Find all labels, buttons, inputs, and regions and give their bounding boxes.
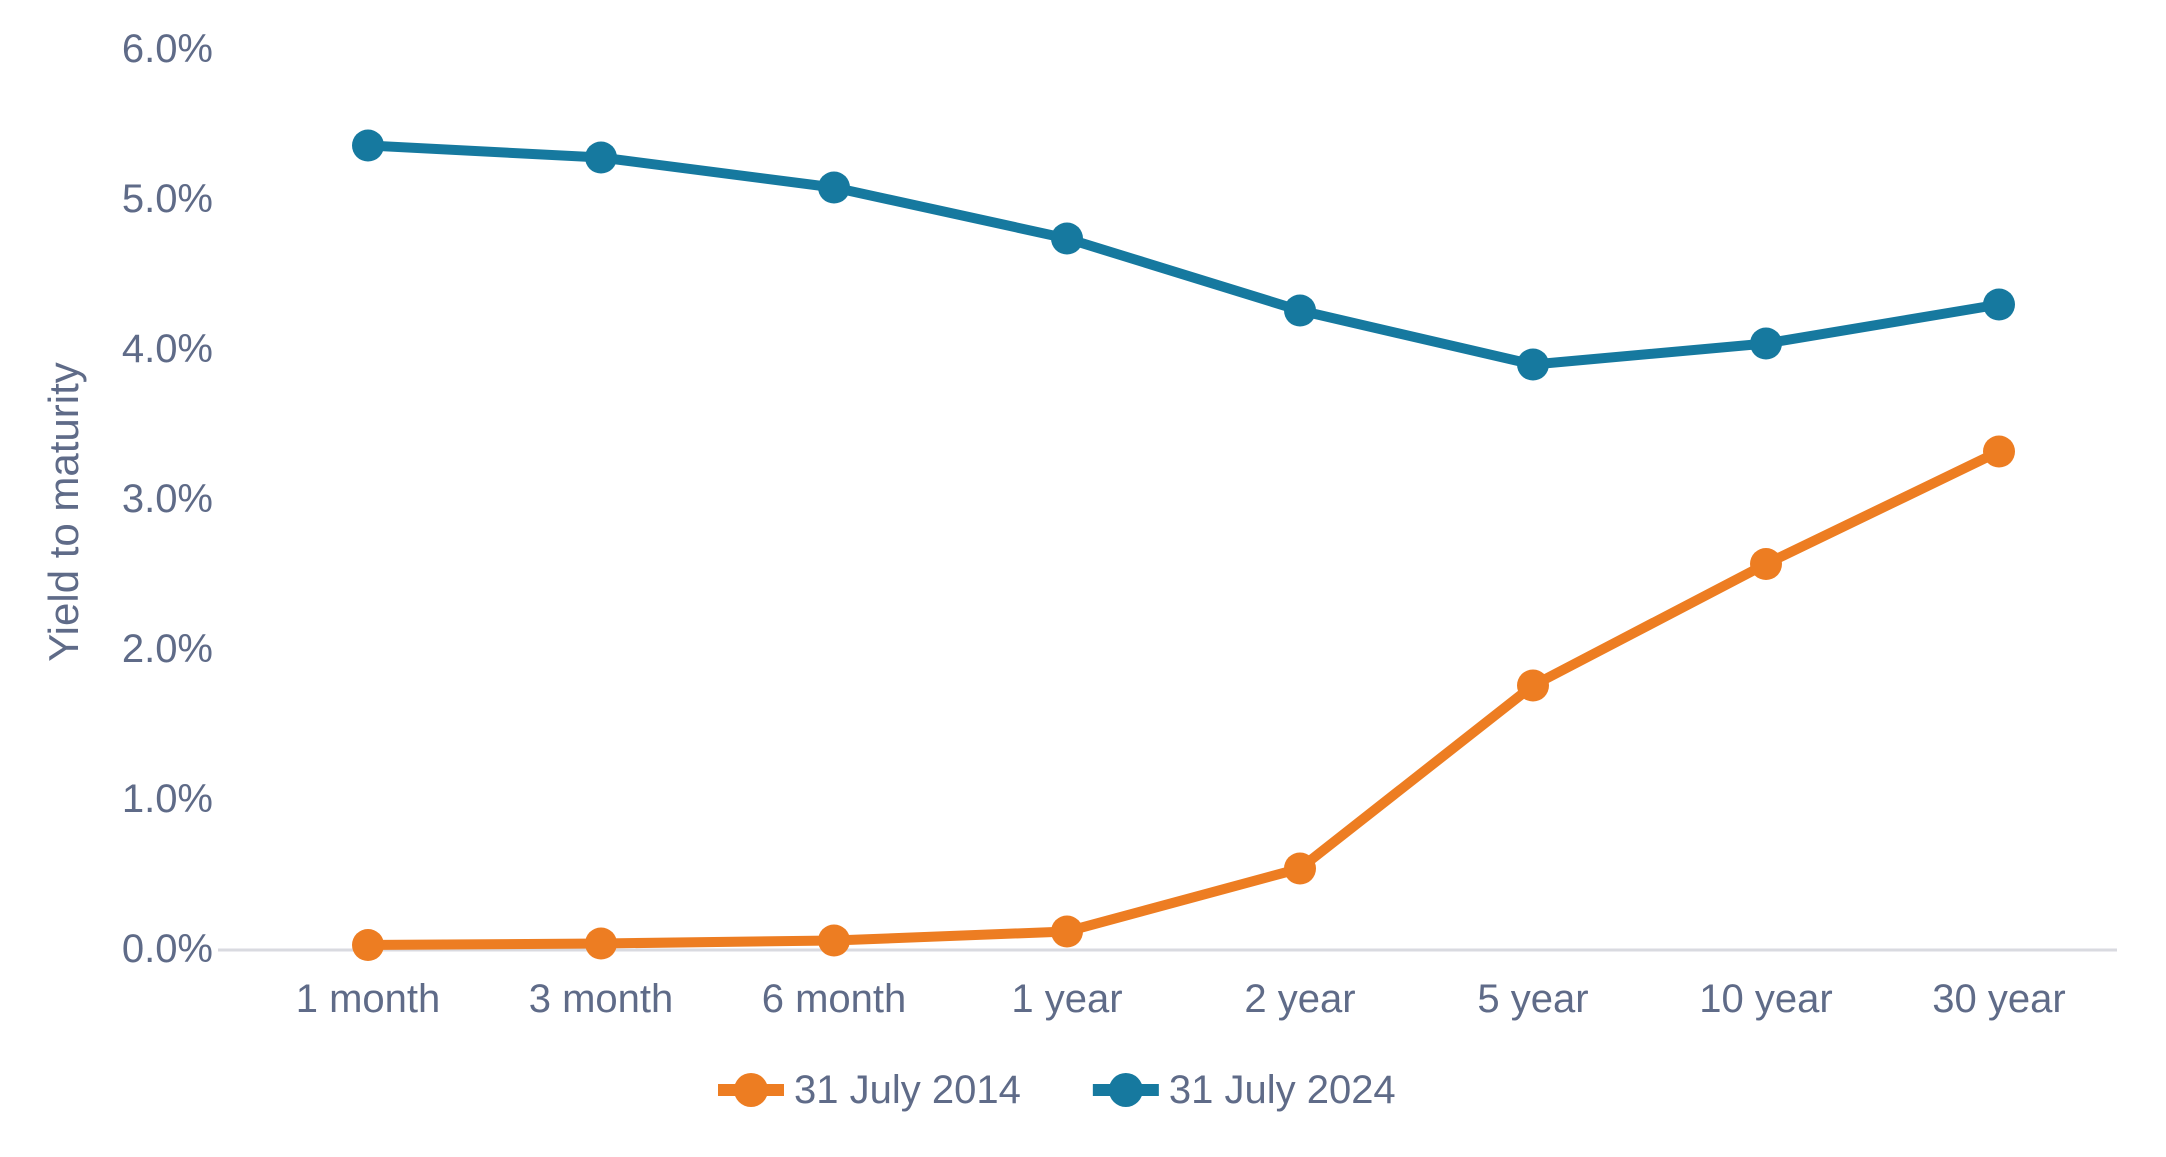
y-tick-label: 1.0%: [122, 777, 213, 821]
x-category-label: 3 month: [529, 977, 674, 1021]
x-category-label: 10 year: [1699, 977, 1832, 1021]
series-2024: [352, 129, 2015, 381]
x-category-label: 1 month: [296, 977, 441, 1021]
data-point-marker: [1983, 435, 2015, 468]
legend-label: 31 July 2014: [794, 1068, 1021, 1112]
data-point-marker: [818, 924, 850, 957]
data-point-marker: [1051, 222, 1083, 255]
data-point-marker: [1517, 669, 1549, 702]
data-point-marker: [585, 141, 617, 174]
legend-item-2014: 31 July 2014: [718, 1068, 1021, 1112]
series-line: [363, 140, 2004, 370]
x-category-label: 1 year: [1011, 977, 1122, 1021]
y-tick-label: 2.0%: [122, 627, 213, 671]
x-category-label: 6 month: [762, 977, 907, 1021]
legend-label: 31 July 2024: [1169, 1068, 1396, 1112]
legend-item-2024: 31 July 2024: [1092, 1068, 1396, 1112]
y-tick-label: 3.0%: [122, 477, 213, 521]
data-point-marker: [1051, 915, 1083, 948]
series-layer: [352, 129, 2015, 961]
data-point-marker: [818, 171, 850, 204]
data-point-marker: [1284, 294, 1316, 327]
x-category-label: 30 year: [1932, 977, 2065, 1021]
data-point-marker: [1750, 548, 1782, 580]
axis-layer: 0.0% 1.0% 2.0% 3.0% 4.0% 5.0% 6.0% 1 month 3 mon…: [122, 27, 2117, 1021]
series-2014: [352, 435, 2015, 961]
y-tick-label: 4.0%: [122, 327, 213, 371]
data-point-marker: [352, 929, 384, 961]
legend-marker-dot: [1108, 1073, 1143, 1107]
legend: 31 July 2014 31 July 2024: [718, 1068, 1396, 1112]
data-point-marker: [1750, 327, 1782, 360]
data-point-marker: [1983, 288, 2015, 321]
data-point-marker: [585, 927, 617, 960]
data-point-marker: [1517, 348, 1549, 381]
y-tick-label: 0.0%: [122, 927, 213, 971]
data-point-marker: [352, 129, 384, 162]
data-point-marker: [1284, 852, 1316, 885]
y-tick-label: 5.0%: [122, 177, 213, 221]
y-axis-title: Yield to maturity: [40, 362, 87, 662]
y-tick-label: 6.0%: [122, 27, 213, 71]
series-line: [363, 446, 2004, 950]
x-category-label: 2 year: [1244, 977, 1355, 1021]
legend-marker-dot: [734, 1073, 768, 1107]
x-category-label: 5 year: [1477, 977, 1588, 1021]
